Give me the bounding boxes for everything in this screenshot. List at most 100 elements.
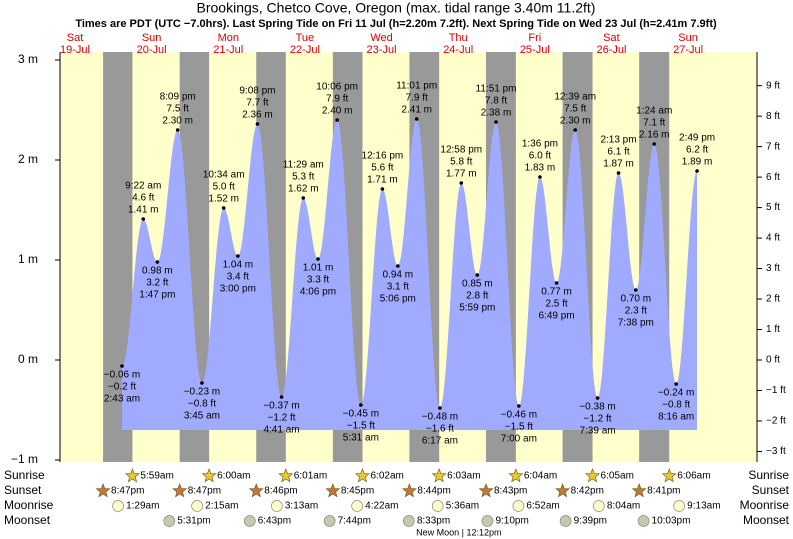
tide-point	[595, 396, 600, 400]
tide-label: 11:51 pm	[476, 84, 517, 95]
sun-icon	[631, 483, 647, 498]
tide-label: 4:06 pm	[300, 287, 336, 298]
tide-label: 7.5 ft	[167, 104, 189, 115]
tide-label: −1.6 ft	[426, 424, 454, 435]
tide-label: 6.1 ft	[607, 147, 629, 158]
day-name: Sun	[142, 32, 162, 44]
tide-point	[301, 196, 306, 200]
y-tick-label: 3 m	[18, 52, 38, 66]
row-label: Moonset	[743, 513, 790, 527]
tide-label: 4:41 am	[263, 425, 299, 436]
moonset-icon	[481, 515, 494, 527]
tide-label: −1.5 ft	[347, 421, 375, 432]
day-date: 25-Jul	[520, 44, 550, 56]
tide-label: 0.98 m	[142, 266, 173, 277]
sun-icon	[172, 483, 188, 498]
tide-label: 2:43 am	[104, 394, 140, 405]
sun-icon	[124, 468, 140, 483]
tide-point	[438, 406, 442, 410]
tide-label: 7.1 ft	[643, 118, 665, 129]
moonrise-time: 4:22am	[365, 501, 398, 512]
tide-point	[573, 128, 577, 132]
y-tick-label: 2 m	[18, 152, 38, 166]
tide-label: 5.3 ft	[292, 172, 314, 183]
sunset-time: 8:46pm	[264, 486, 297, 497]
tide-label: 1.04 m	[223, 260, 254, 271]
sun-icon	[248, 483, 264, 498]
tide-label: 7.9 ft	[326, 94, 348, 105]
y2-tick-label: −2 ft	[766, 416, 786, 427]
tide-point	[652, 142, 657, 146]
tide-label: −0.23 m	[184, 387, 220, 398]
moonrise-time: 9:13am	[687, 501, 720, 512]
tide-label: 5:59 pm	[459, 303, 495, 314]
y2-tick-label: 8 ft	[766, 111, 780, 122]
tide-point	[155, 260, 160, 264]
moonset-time: 6:43pm	[258, 516, 291, 527]
tide-point	[475, 273, 480, 277]
y-tick-label: 0 m	[18, 352, 38, 366]
plot	[60, 52, 757, 462]
tide-label: 12:16 pm	[362, 151, 404, 162]
tide-label: 6:17 am	[422, 436, 458, 447]
tide-label: 8:16 am	[658, 412, 694, 423]
moonrise-icon	[351, 500, 364, 512]
tide-label: 7:39 am	[579, 426, 615, 437]
y2-tick-label: 3 ft	[766, 263, 780, 274]
sun-icon	[555, 483, 571, 498]
tide-label: 1.87 m	[603, 159, 634, 170]
moonrise-icon	[431, 500, 444, 512]
moonrise-time: 3:13am	[285, 501, 318, 512]
sun-icon	[508, 468, 524, 483]
sunset-time: 8:42pm	[571, 486, 604, 497]
tide-label: 3:00 pm	[220, 284, 256, 295]
tide-point	[674, 382, 678, 386]
tide-label: 9:22 am	[125, 181, 161, 192]
sun-icon	[585, 468, 601, 483]
tide-label: 0.94 m	[383, 270, 414, 281]
row-label: Moonrise	[4, 498, 54, 512]
y2-tick-label: 6 ft	[766, 172, 780, 183]
tide-label: −0.06 m	[104, 370, 140, 381]
moonset-icon	[323, 515, 336, 527]
sun-icon	[401, 483, 417, 498]
tide-label: 1.89 m	[682, 157, 713, 168]
moon-phase: New Moon | 12:12pm	[416, 527, 501, 537]
y2-tick-label: 9 ft	[766, 80, 780, 91]
sun-icon	[354, 468, 370, 483]
y2-tick-label: −1 ft	[766, 385, 786, 396]
day-name: Sat	[67, 32, 84, 44]
y-tick-label: −1 m	[11, 452, 38, 466]
tide-label: 12:39 am	[554, 92, 596, 103]
sun-icon	[661, 468, 677, 483]
tide-label: −0.46 m	[501, 410, 537, 421]
tide-label: 0.70 m	[621, 294, 652, 305]
tide-label: 7:38 pm	[618, 318, 654, 329]
tide-point	[141, 217, 146, 221]
day-name: Wed	[370, 32, 392, 44]
moonset-time: 9:10pm	[495, 516, 528, 527]
moonset-time: 10:03pm	[652, 516, 691, 527]
day-date: 22-Jul	[290, 44, 320, 56]
sun-icon	[201, 468, 217, 483]
tide-point	[359, 403, 363, 407]
tide-label: 2.38 m	[481, 108, 512, 119]
tide-label: 8:09 pm	[160, 92, 196, 103]
day-date: 23-Jul	[367, 44, 397, 56]
moonrise-icon	[673, 500, 686, 512]
tide-area	[122, 119, 698, 430]
sun-icon	[478, 483, 494, 498]
day-date: 26-Jul	[596, 44, 626, 56]
moonrise-time: 5:36am	[446, 501, 479, 512]
sun-icon	[431, 468, 447, 483]
tide-label: 7.9 ft	[406, 93, 428, 104]
y2-tick-label: 7 ft	[766, 141, 780, 152]
sunset-time: 8:45pm	[341, 486, 374, 497]
row-label: Moonrise	[740, 498, 790, 512]
tide-point	[396, 264, 400, 268]
chart-title: Brookings, Chetco Cove, Oregon (max. tid…	[197, 0, 596, 16]
tide-label: 2.16 m	[639, 130, 670, 141]
chart-subtitle: Times are PDT (UTC −7.0hrs). Last Spring…	[75, 18, 717, 30]
row-label: Moonset	[4, 513, 51, 527]
